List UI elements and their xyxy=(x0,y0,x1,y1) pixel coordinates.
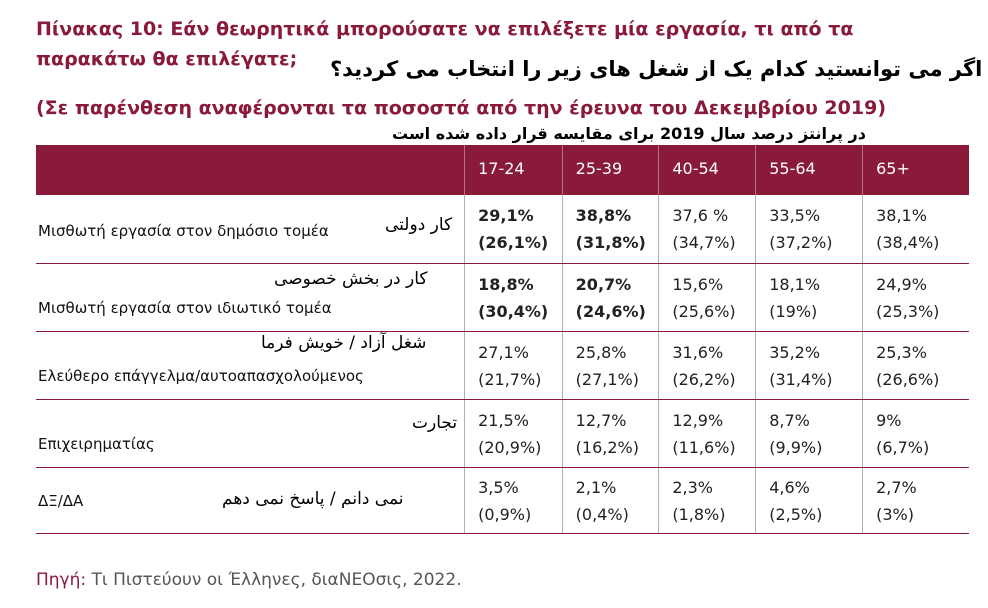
header-age-65-plus: 65+ xyxy=(862,145,969,195)
value-cell: 33,5% (37,2%) xyxy=(755,195,863,264)
value-cell: 35,2% (31,4%) xyxy=(755,331,863,400)
category-label: Ελεύθερο επάγγελμα/αυτοαπασχολούμενος xyxy=(38,367,364,385)
source-text: Τι Πιστεύουν οι Έλληνες, διαΝΕΟσις, 2022… xyxy=(91,570,462,590)
category-label: Μισθωτή εργασία στον ιδιωτικό τομέα xyxy=(38,299,332,317)
data-table: 17-24 25-39 40-54 55-64 65+ Μισθωτή εργα… xyxy=(36,145,969,534)
value-cell: 9% (6,7%) xyxy=(862,399,969,468)
table-subtitle: (Σε παρένθεση αναφέρονται τα ποσοστά από… xyxy=(36,97,886,119)
table-header-row: 17-24 25-39 40-54 55-64 65+ xyxy=(36,145,969,195)
value-cell: 3,5% (0,9%) xyxy=(464,467,563,534)
value-cell: 2,3% (1,8%) xyxy=(658,467,756,534)
value-cell: 38,1% (38,4%) xyxy=(862,195,969,264)
header-age-40-54: 40-54 xyxy=(658,145,756,195)
value-cell: 2,1% (0,4%) xyxy=(561,467,659,534)
value-cell: 12,9% (11,6%) xyxy=(658,399,756,468)
header-age-55-64: 55-64 xyxy=(755,145,863,195)
table-row: Μισθωτή εργασία στον δημόσιο τομέα کار د… xyxy=(36,195,969,264)
value-cell: 4,6% (2,5%) xyxy=(755,467,863,534)
value-cell: 20,7% (24,6%) xyxy=(561,263,659,332)
persian-category: شغل آزاد / خویش فرما xyxy=(261,333,427,353)
persian-category: کار در بخش خصوصی xyxy=(274,269,428,289)
value-cell: 21,5% (20,9%) xyxy=(464,399,563,468)
category-label: ΔΞ/ΔΑ xyxy=(38,492,84,510)
table-title: Πίνακας 10: Εάν θεωρητικά μπορούσατε να … xyxy=(36,14,956,74)
persian-subtitle: در پرانتز درصد سال 2019 برای مقایسه قرار… xyxy=(392,124,866,143)
row-label-freelance: Ελεύθερο επάγγελμα/αυτοαπασχολούμενος شغ… xyxy=(36,331,465,400)
value-cell: 24,9% (25,3%) xyxy=(862,263,969,332)
value-cell: 15,6% (25,6%) xyxy=(658,263,756,332)
value-cell: 18,1% (19%) xyxy=(755,263,863,332)
value-cell: 12,7% (16,2%) xyxy=(561,399,659,468)
row-label-dont-know: ΔΞ/ΔΑ نمی دانم / پاسخ نمی دهم xyxy=(36,467,465,534)
value-cell: 37,6 % (34,7%) xyxy=(658,195,756,264)
row-label-private: Μισθωτή εργασία στον ιδιωτικό τομέα کار … xyxy=(36,263,465,332)
source-footer: Πηγή: Τι Πιστεύουν οι Έλληνες, διαΝΕΟσις… xyxy=(36,570,462,590)
header-empty xyxy=(36,145,465,195)
persian-category: کار دولتی xyxy=(385,215,453,235)
header-age-25-39: 25-39 xyxy=(561,145,659,195)
value-cell: 29,1% (26,1%) xyxy=(464,195,563,264)
value-cell: 2,7% (3%) xyxy=(862,467,969,534)
title-line-1: Εάν θεωρητικά μπορούσατε να επιλέξετε μί… xyxy=(170,18,854,40)
value-cell: 27,1% (21,7%) xyxy=(464,331,563,400)
value-cell: 25,8% (27,1%) xyxy=(561,331,659,400)
value-cell: 18,8% (30,4%) xyxy=(464,263,563,332)
value-cell: 38,8% (31,8%) xyxy=(561,195,659,264)
value-cell: 31,6% (26,2%) xyxy=(658,331,756,400)
table-row: Μισθωτή εργασία στον ιδιωτικό τομέα کار … xyxy=(36,263,969,332)
row-label-public: Μισθωτή εργασία στον δημόσιο τομέα کار د… xyxy=(36,195,465,264)
source-label: Πηγή: xyxy=(36,570,87,590)
category-label: Μισθωτή εργασία στον δημόσιο τομέα xyxy=(38,221,329,240)
persian-question: اگر می توانستید کدام یک از شغل های زیر ر… xyxy=(330,57,983,81)
header-age-17-24: 17-24 xyxy=(464,145,563,195)
row-label-business: Επιχειρηματίας تجارت xyxy=(36,399,465,468)
title-line-2: παρακάτω θα επιλέγατε; xyxy=(36,48,298,70)
table-row: ΔΞ/ΔΑ نمی دانم / پاسخ نمی دهم 3,5% (0,9%)… xyxy=(36,467,969,534)
persian-category: نمی دانم / پاسخ نمی دهم xyxy=(222,489,404,509)
table-row: Επιχειρηματίας تجارت 21,5% (20,9%) 12,7%(… xyxy=(36,399,969,468)
value-cell: 8,7% (9,9%) xyxy=(755,399,863,468)
value-cell: 25,3% (26,6%) xyxy=(862,331,969,400)
table-row: Ελεύθερο επάγγελμα/αυτοαπασχολούμενος شغ… xyxy=(36,331,969,400)
persian-category: تجارت xyxy=(412,413,458,433)
table-number-label: Πίνακας 10: xyxy=(36,18,164,40)
category-label: Επιχειρηματίας xyxy=(38,435,155,453)
